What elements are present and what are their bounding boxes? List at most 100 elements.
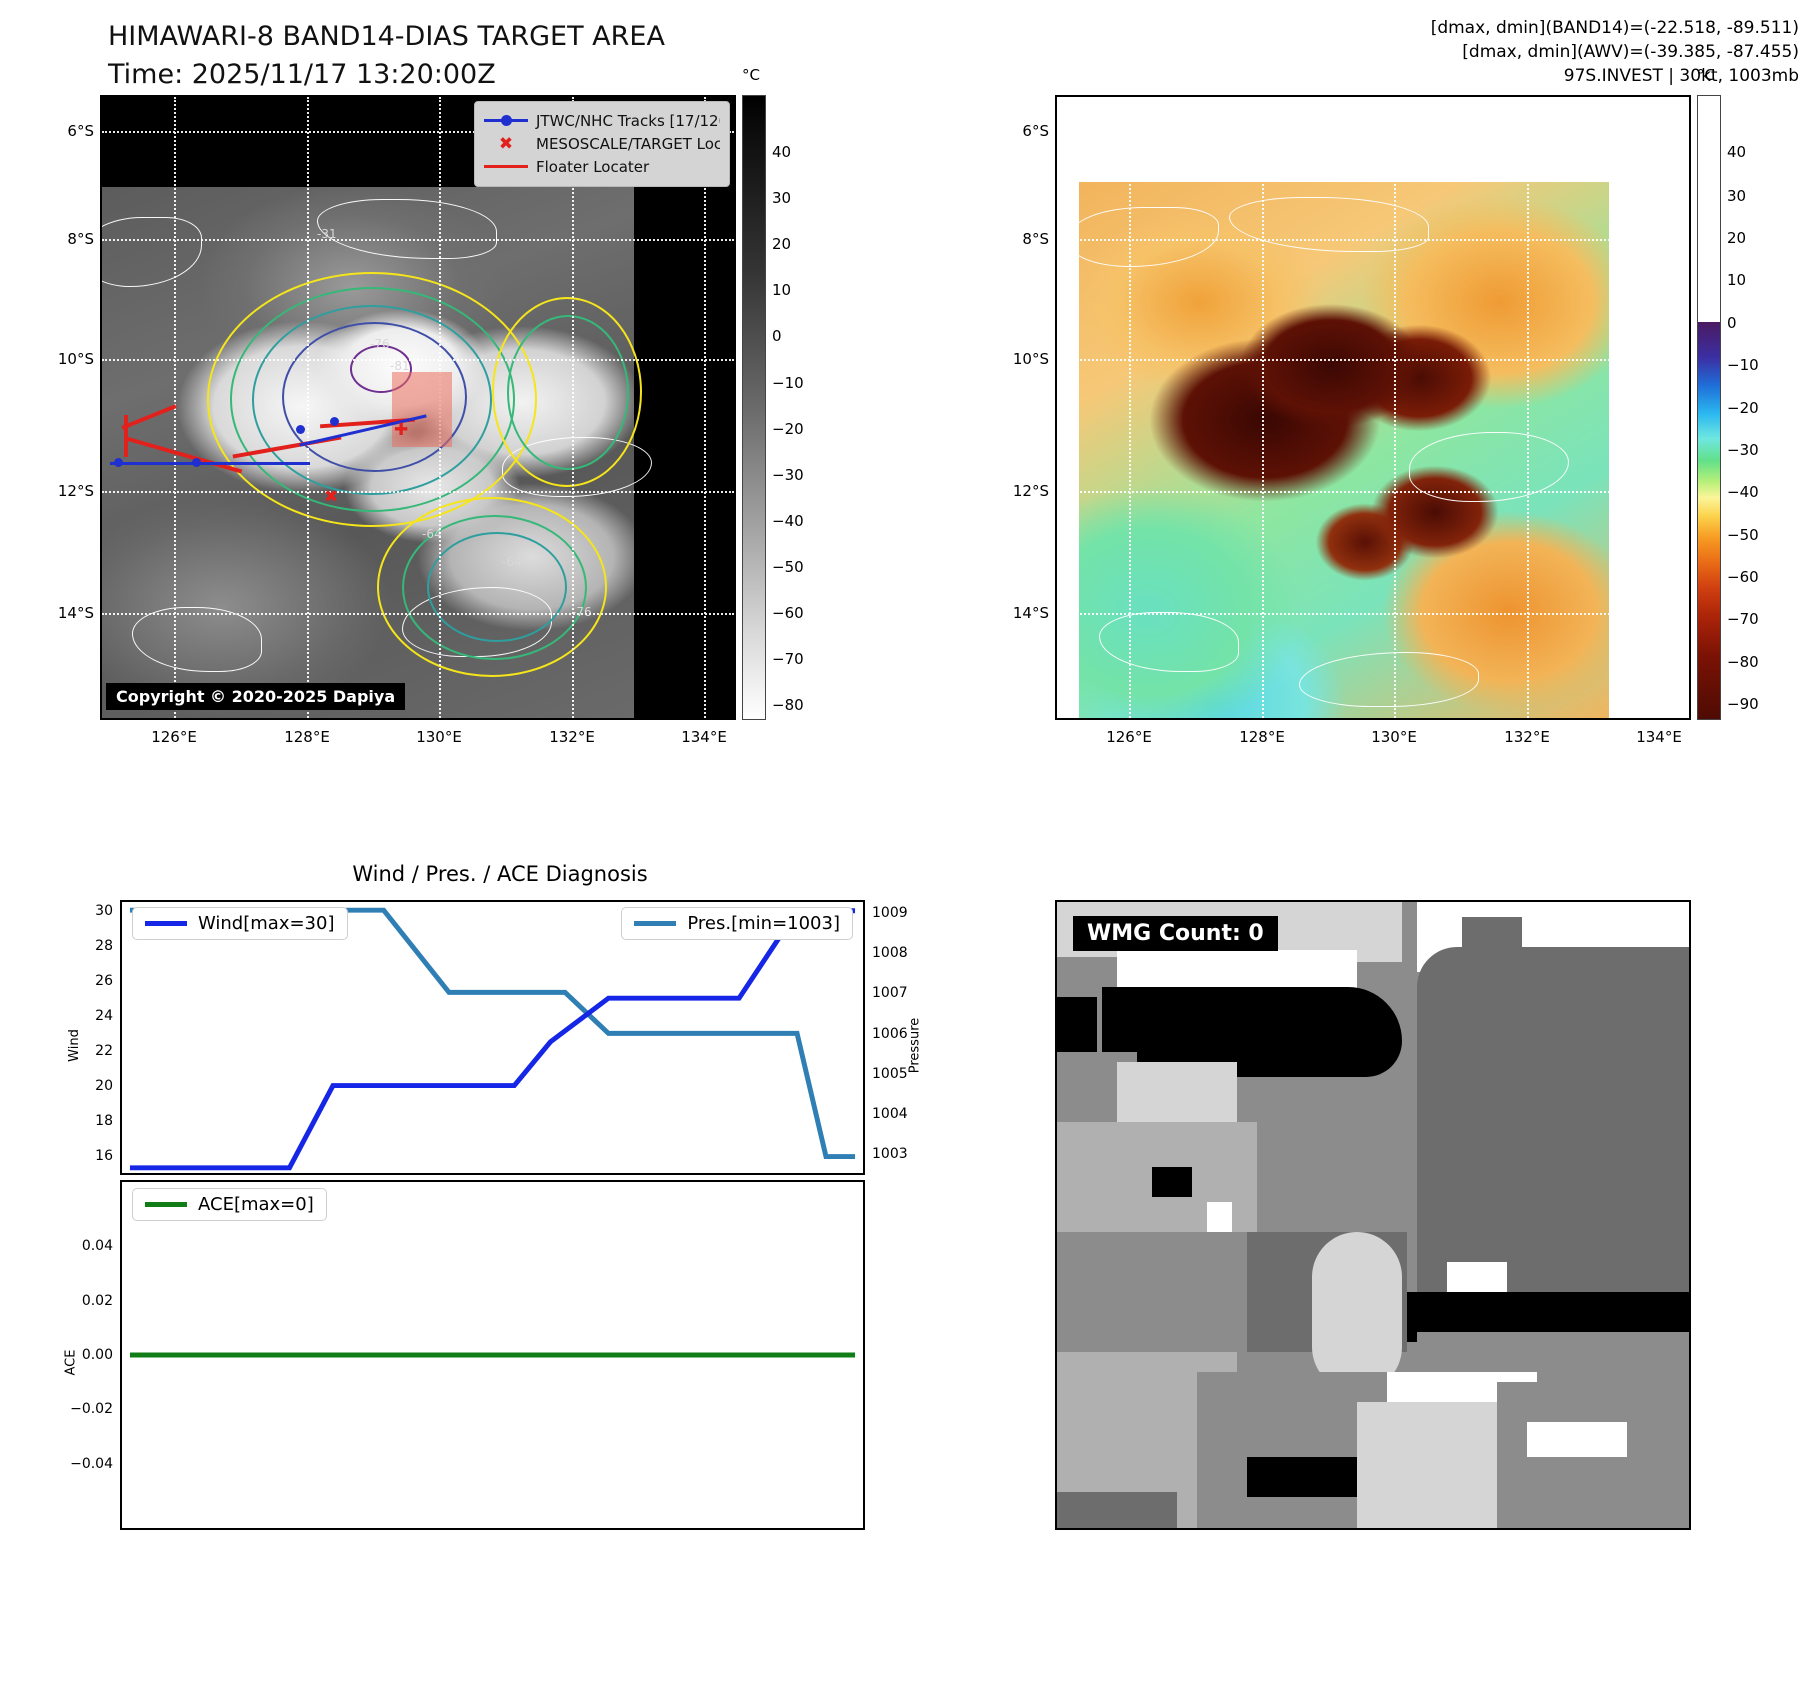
wmg-cell <box>1117 1062 1237 1132</box>
wind-tick: 20 <box>95 1077 113 1094</box>
coastline <box>1099 612 1239 672</box>
temperature-contour <box>350 345 412 393</box>
legend-label: JTWC/NHC Tracks [17/1200Z] <box>536 111 720 130</box>
pressure-tick: 1003 <box>872 1146 908 1163</box>
pressure-legend-label: Pres.[min=1003] <box>687 913 840 934</box>
lon-tick-label: 134°E <box>1636 728 1682 746</box>
band14-ir-panel[interactable]: -31 -76 -64 -64 -76 -81 ✖ ✚ <box>58 95 736 746</box>
colorbar-tick: −30 <box>772 465 804 484</box>
grayscale-colorbar-unit: °C <box>742 66 760 84</box>
target-area-box <box>392 372 452 447</box>
coastline <box>1299 652 1479 707</box>
longitude-gridline <box>704 97 706 718</box>
wind-pres-ace-title: Wind / Pres. / ACE Diagnosis <box>352 862 648 886</box>
ir-colorbar-unit: °C <box>1697 66 1715 84</box>
contour-label: -64 <box>502 555 522 569</box>
colorbar-tick: −80 <box>772 696 804 715</box>
latitude-gridline <box>1057 239 1689 241</box>
colorbar-tick: −30 <box>1727 440 1759 459</box>
mesoscale-target-marker: ✚ <box>394 420 409 440</box>
floater-locater-track <box>124 415 128 457</box>
wind-tick: 16 <box>95 1147 113 1164</box>
header-info-block: [dmax, dmin](BAND14)=(-22.518, -89.511) … <box>1430 18 1799 87</box>
latitude-gridline <box>1057 359 1689 361</box>
latitude-gridline <box>1057 131 1689 133</box>
colorbar-tick: 0 <box>1727 313 1737 332</box>
longitude-gridline <box>1394 97 1396 718</box>
pressure-tick: 1006 <box>872 1025 908 1042</box>
wmg-panel[interactable]: WMG Count: 0 <box>1055 900 1691 1530</box>
grayscale-colorbar[interactable]: 40 30 20 10 0 −10 −20 −30 −40 −50 −60 −7… <box>742 95 804 720</box>
temperature-contour <box>402 515 587 660</box>
longitude-gridline <box>1659 97 1661 718</box>
track-point <box>296 425 305 434</box>
temperature-contour <box>427 532 567 642</box>
coastline <box>1229 197 1429 252</box>
band14-satellite-imagery: -31 -76 -64 -64 -76 -81 <box>102 187 652 718</box>
colorbar-tick: 20 <box>772 235 792 254</box>
wmg-cell <box>1312 1232 1402 1392</box>
awv-satellite-imagery <box>1069 182 1609 718</box>
x-marker-icon: ✖ <box>498 133 514 154</box>
lat-tick-label: 8°S <box>67 230 94 248</box>
colorbar-tick: −60 <box>772 604 804 623</box>
track-point <box>192 458 201 467</box>
ace-chart[interactable]: ACE ACE[max=0] 0.04 0.02 0.00 −0.02 −0.0… <box>63 1180 865 1530</box>
pressure-series-line <box>129 907 856 1160</box>
temperature-contour <box>377 497 607 677</box>
lon-tick-label: 126°E <box>151 728 197 746</box>
ace-legend: ACE[max=0] <box>132 1188 327 1221</box>
colorbar-tick: 40 <box>1727 143 1747 162</box>
wmg-cell <box>1527 1422 1627 1457</box>
lon-tick-label: 130°E <box>1371 728 1417 746</box>
wind-legend: Wind[max=30] <box>132 907 348 940</box>
latitude-gridline <box>1057 613 1689 615</box>
track-point <box>114 458 123 467</box>
lon-tick-label: 126°E <box>1106 728 1152 746</box>
ir-map-legend: JTWC/NHC Tracks [17/1200Z] ✖ MESOSCALE/T… <box>474 101 730 187</box>
lon-tick-label: 132°E <box>1504 728 1550 746</box>
ace-plot-area <box>129 1352 856 1358</box>
colorbar-tick: −50 <box>1727 525 1759 544</box>
wmg-cell <box>1152 1167 1192 1197</box>
wmg-cell <box>1237 1077 1417 1197</box>
colorbar-tick: 10 <box>772 281 792 300</box>
lon-tick-label: 128°E <box>284 728 330 746</box>
track-point <box>330 417 339 426</box>
colorbar-tick: −70 <box>1727 610 1759 629</box>
wind-tick: 26 <box>95 972 113 989</box>
colorbar-tick: 20 <box>1727 229 1747 248</box>
lon-tick-label: 134°E <box>681 728 727 746</box>
longitude-gridline <box>307 97 309 718</box>
colorbar-tick: −70 <box>772 650 804 669</box>
colorbar-tick: 30 <box>1727 186 1747 205</box>
coastline <box>317 199 497 259</box>
wind-pressure-chart[interactable]: Wind Pressure Wind[max=30] Pres.[min=100… <box>67 900 923 1175</box>
awv-ir-panel[interactable]: 6°S 8°S 10°S 12°S 14°S 126°E 128°E 130°E… <box>1013 95 1691 746</box>
colorbar-tick: 30 <box>772 189 792 208</box>
pressure-tick: 1008 <box>872 945 908 962</box>
lat-tick-label: 6°S <box>67 122 94 140</box>
ir-enhancement-colorbar[interactable]: 40 30 20 10 0 −10 −20 −30 −40 −50 −60 −7… <box>1697 95 1759 720</box>
awv-image-canvas <box>1057 97 1689 718</box>
pressure-tick: 1009 <box>872 904 908 921</box>
legend-label: Floater Locater <box>536 157 650 176</box>
temperature-contour <box>507 315 629 470</box>
lat-tick-label: 8°S <box>1022 230 1049 248</box>
latitude-gridline <box>102 239 734 241</box>
ace-tick: −0.02 <box>70 1401 113 1418</box>
contour-label: -31 <box>317 227 337 241</box>
lon-tick-label: 130°E <box>416 728 462 746</box>
pressure-line-icon <box>634 921 677 926</box>
ace-line-icon <box>145 1202 187 1207</box>
wind-tick: 18 <box>95 1112 113 1129</box>
latitude-gridline <box>102 491 734 493</box>
lat-tick-label: 12°S <box>1012 482 1049 500</box>
ace-legend-label: ACE[max=0] <box>198 1194 314 1215</box>
longitude-gridline <box>572 97 574 718</box>
colorbar-tick: 10 <box>1727 271 1747 290</box>
lat-tick-label: 10°S <box>57 350 94 368</box>
colorbar-tick: −80 <box>1727 652 1759 671</box>
wind-axis-label: Wind <box>66 1028 82 1062</box>
wmg-count-badge: WMG Count: 0 <box>1073 916 1278 951</box>
